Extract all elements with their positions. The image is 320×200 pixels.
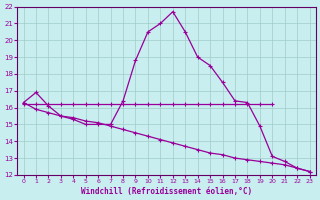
X-axis label: Windchill (Refroidissement éolien,°C): Windchill (Refroidissement éolien,°C): [81, 187, 252, 196]
